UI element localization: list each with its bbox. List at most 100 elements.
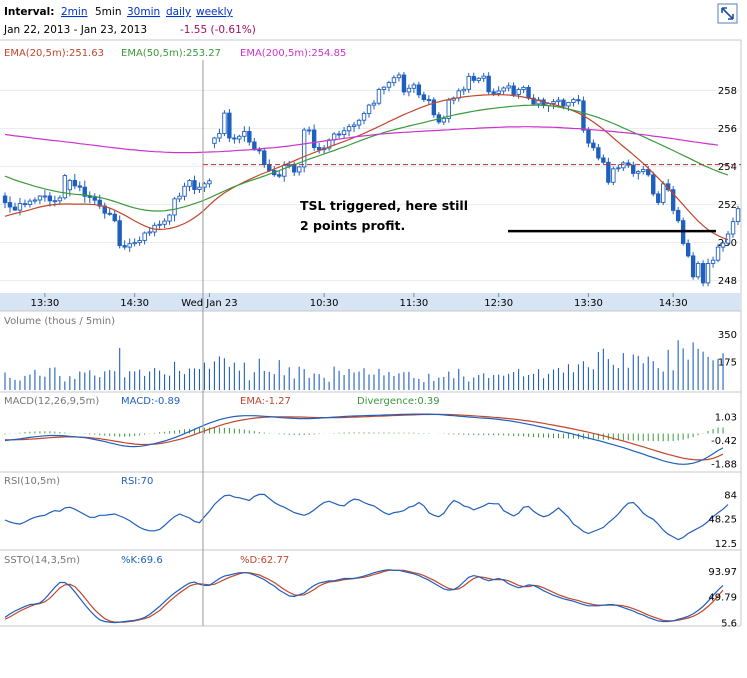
price-reference-lines [203,164,741,233]
price-candle-body-112 [561,99,566,107]
interval-30min-link[interactable]: 30min [127,6,160,18]
price-candle-body-39 [197,186,202,190]
price-candle-body-57 [287,164,292,167]
time-tick-label-0: 13:30 [30,298,59,309]
price-candle-75 [376,87,382,106]
price-candle-121 [606,157,611,185]
price-candle-body-143 [715,246,721,261]
price-candle-107 [536,96,541,108]
macd-value: MACD:-0.89 [121,396,180,407]
price-candle-142 [710,256,716,268]
price-candle-body-76 [381,86,387,90]
price-candle-51 [257,146,262,155]
interval-5min-active: 5min [95,6,121,18]
price-candle-52 [262,147,267,168]
price-candle-body-142 [710,259,716,264]
price-candle-95 [476,77,481,84]
price-candle-8 [42,190,48,202]
price-candle-body-126 [631,164,636,174]
time-tick-label-7: 14:30 [659,298,688,309]
price-candle-139 [695,261,701,280]
price-candle-63 [316,142,322,154]
price-candle-93 [466,72,471,93]
price-candle-body-110 [551,101,556,104]
price-candle-body-16 [82,186,87,197]
price-candle-body-128 [641,169,646,173]
price-candle-body-43 [217,133,222,139]
price-candle-body-92 [461,88,466,92]
price-candle-47 [237,134,242,144]
price-candle-body-41 [207,180,212,185]
interval-weekly-link[interactable]: weekly [196,6,233,18]
price-y-tick-label-2: 252 [718,200,737,211]
interval-2min-link[interactable]: 2min [61,6,87,18]
ssto-y-tick-label-0: 93.97 [708,567,737,578]
price-candle-84 [421,91,427,103]
price-candle-97 [486,72,491,95]
price-candle-body-7 [37,195,43,201]
price-candle-body-42 [212,137,217,144]
price-candle-141 [705,258,711,287]
price-candle-body-52 [262,150,267,166]
price-candle-body-1 [7,202,13,208]
price-candle-94 [471,72,476,84]
price-candle-81 [406,84,412,97]
price-candle-body-144 [720,242,726,248]
price-ema-line-0 [4,93,729,241]
price-candle-77 [386,80,392,92]
price-candle-body-77 [386,82,392,88]
price-candle-body-38 [192,180,197,190]
price-candle-body-73 [366,104,372,114]
price-candle-6 [32,197,38,204]
price-candle-body-4 [22,203,28,206]
expand-icon[interactable] [717,3,738,24]
price-candle-108 [541,97,546,109]
price-y-tick-label-3: 254 [718,162,737,173]
price-candle-120 [601,154,606,164]
interval-daily-link[interactable]: daily [166,6,191,18]
price-candle-body-134 [670,189,676,211]
rsi-line [4,493,729,541]
price-candle-33 [167,213,172,225]
time-axis-bar [0,293,741,311]
price-candle-31 [157,220,162,229]
price-candle-body-96 [481,75,486,79]
price-candle-123 [616,164,621,172]
price-candle-body-106 [531,97,536,105]
price-candle-body-44 [222,112,227,135]
price-candle-body-140 [700,263,706,284]
ssto-d-line [4,569,724,623]
price-candle-126 [631,161,636,177]
price-candle-body-105 [526,86,531,99]
time-tick-label-3: 10:30 [310,298,339,309]
price-candle-body-123 [616,167,621,170]
price-candle-body-60 [301,129,307,168]
rsi-line-path [4,493,729,541]
price-candle-25 [127,238,132,252]
price-candle-body-137 [685,243,691,257]
annotation-line-1: TSL triggered, here still [300,198,468,213]
price-candle-body-85 [426,99,432,102]
price-ema-line-2 [4,126,719,154]
price-candle-147 [735,206,741,226]
price-candle-15 [77,181,83,192]
price-candle-117 [586,127,591,148]
price-candle-body-31 [157,223,162,226]
price-candle-80 [401,71,407,96]
price-candle-62 [311,124,317,151]
macd-ema-value: EMA:-1.27 [240,396,291,407]
rsi-y-tick-label-2: 12.5 [715,539,737,550]
price-candle-68 [341,126,347,139]
ssto-title: SSTO(14,3,5m) [4,555,80,566]
price-candle-76 [381,86,387,95]
price-candle-16 [82,180,87,203]
price-candle-body-79 [396,74,402,79]
price-candle-138 [690,252,696,280]
price-candle-7 [37,195,43,204]
price-candle-body-83 [416,84,422,96]
price-candle-18 [92,193,97,205]
price-candle-body-132 [661,183,666,203]
price-candle-100 [501,86,506,95]
price-candle-body-130 [651,174,656,195]
price-candle-9 [47,192,53,207]
